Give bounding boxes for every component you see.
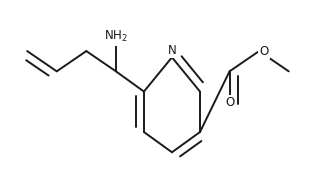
- Text: O: O: [259, 45, 268, 58]
- Text: O: O: [225, 96, 234, 109]
- Text: NH$_2$: NH$_2$: [104, 29, 128, 44]
- Text: N: N: [167, 44, 176, 57]
